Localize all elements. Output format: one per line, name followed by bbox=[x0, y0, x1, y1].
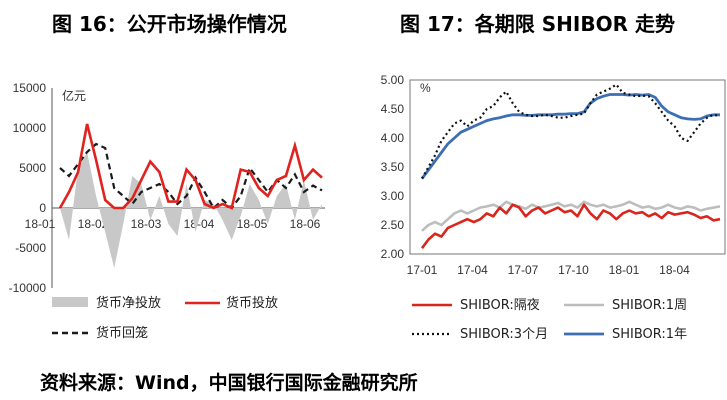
y-tick-label: 2.50 bbox=[381, 218, 405, 232]
x-tick-label: 18-05 bbox=[237, 217, 268, 231]
series-overnight-line bbox=[420, 203, 721, 249]
y-tick-label: 0 bbox=[39, 201, 46, 215]
series-3m-line bbox=[421, 83, 721, 180]
x-tick-label: 18-01 bbox=[25, 217, 56, 231]
shibor-chart: 2.00 2.50 3.00 3.50 4.00 4.50 5.00% 17-01 17-04 1… bbox=[381, 73, 726, 342]
y-tick-label: 3.50 bbox=[381, 160, 405, 174]
series-withdraw-line bbox=[59, 142, 323, 210]
legend-label-overnight: SHIBOR:隔夜 bbox=[460, 298, 540, 313]
x-tick-label: 17-01 bbox=[407, 263, 438, 277]
legend-label-1w: SHIBOR:1周 bbox=[612, 298, 687, 313]
plot-frame bbox=[409, 79, 726, 255]
chart-1-title: 图 16：公开市场操作情况 bbox=[52, 12, 287, 36]
x-tick-label: 17-04 bbox=[457, 263, 488, 277]
legend-label-3m: SHIBOR:3个月 bbox=[460, 327, 548, 342]
x-tick-label: 17-07 bbox=[508, 263, 539, 277]
y-tick-label: 10000 bbox=[13, 121, 47, 135]
legend-swatch-net bbox=[52, 297, 88, 307]
y-tick-label: 4.00 bbox=[381, 131, 405, 145]
source-note: 资料来源：Wind，中国银行国际金融研究所 bbox=[40, 372, 418, 394]
x-tick-label: 18-01 bbox=[609, 263, 640, 277]
x-tick-label: 18-03 bbox=[131, 217, 162, 231]
legend-label-withdraw: 货币回笼 bbox=[96, 325, 148, 341]
x-tick-label: 18-04 bbox=[184, 217, 215, 231]
chart-2-title: 图 17：各期限 SHIBOR 走势 bbox=[400, 12, 675, 36]
y-tick-label: -5000 bbox=[15, 241, 46, 255]
x-tick-label: 17-10 bbox=[558, 263, 589, 277]
series-1y-line bbox=[420, 93, 720, 180]
series-1w-line bbox=[421, 200, 721, 232]
unit-label: % bbox=[420, 81, 431, 95]
y-tick-label: 2.00 bbox=[381, 247, 405, 261]
y-tick-label: 5000 bbox=[19, 161, 46, 175]
legend-label-1y: SHIBOR:1年 bbox=[612, 327, 687, 342]
y-tick-label: 5.00 bbox=[381, 73, 405, 87]
legend-label-inject: 货币投放 bbox=[226, 295, 278, 311]
x-tick-label: 18-06 bbox=[290, 217, 321, 231]
unit-label: 亿元 bbox=[62, 88, 86, 103]
y-tick-label: 15000 bbox=[13, 81, 47, 95]
y-tick-label: -10000 bbox=[9, 281, 47, 295]
series-inject-line bbox=[58, 123, 323, 210]
legend-label-net: 货币净投放 bbox=[96, 295, 161, 311]
x-tick-label: 18-04 bbox=[659, 263, 690, 277]
x-tick-label: 18-02 bbox=[78, 217, 109, 231]
y-tick-label: 4.50 bbox=[381, 102, 405, 116]
open-market-chart: -10000 -5000 0 5000 10000 15000 亿元 18-01 18-02 18… bbox=[9, 81, 325, 341]
series-net-area bbox=[60, 152, 322, 268]
y-tick-label: 3.00 bbox=[381, 189, 405, 203]
